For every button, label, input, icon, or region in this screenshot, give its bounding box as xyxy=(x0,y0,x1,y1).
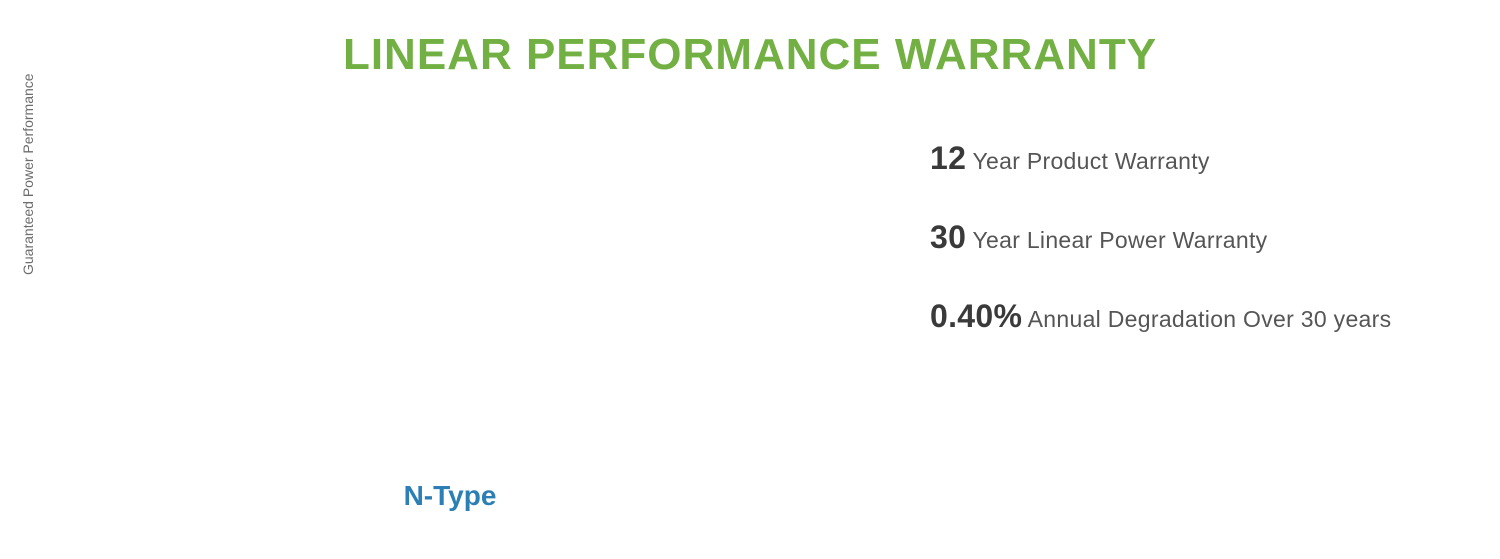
warranty-chart: Guaranteed Power Performance xyxy=(30,125,890,425)
spec-degradation: 0.40% Annual Degradation Over 30 years xyxy=(930,298,1500,335)
main-title: LINEAR PERFORMANCE WARRANTY xyxy=(0,30,1500,80)
spec-value: 30 xyxy=(930,219,966,255)
chart-svg xyxy=(30,125,890,425)
footer-label: N-Type xyxy=(0,480,900,512)
spec-value: 12 xyxy=(930,140,966,176)
spec-power-warranty: 30 Year Linear Power Warranty xyxy=(930,219,1500,256)
spec-text: Year Linear Power Warranty xyxy=(966,227,1267,253)
specs-panel: 12 Year Product Warranty 30 Year Linear … xyxy=(930,140,1500,377)
y-axis-label: Guaranteed Power Performance xyxy=(20,73,36,275)
page-root: LINEAR PERFORMANCE WARRANTY Guaranteed P… xyxy=(0,0,1500,559)
spec-text: Year Product Warranty xyxy=(966,148,1210,174)
spec-text: Annual Degradation Over 30 years xyxy=(1022,306,1391,332)
spec-value: 0.40% xyxy=(930,298,1022,334)
spec-product-warranty: 12 Year Product Warranty xyxy=(930,140,1500,177)
